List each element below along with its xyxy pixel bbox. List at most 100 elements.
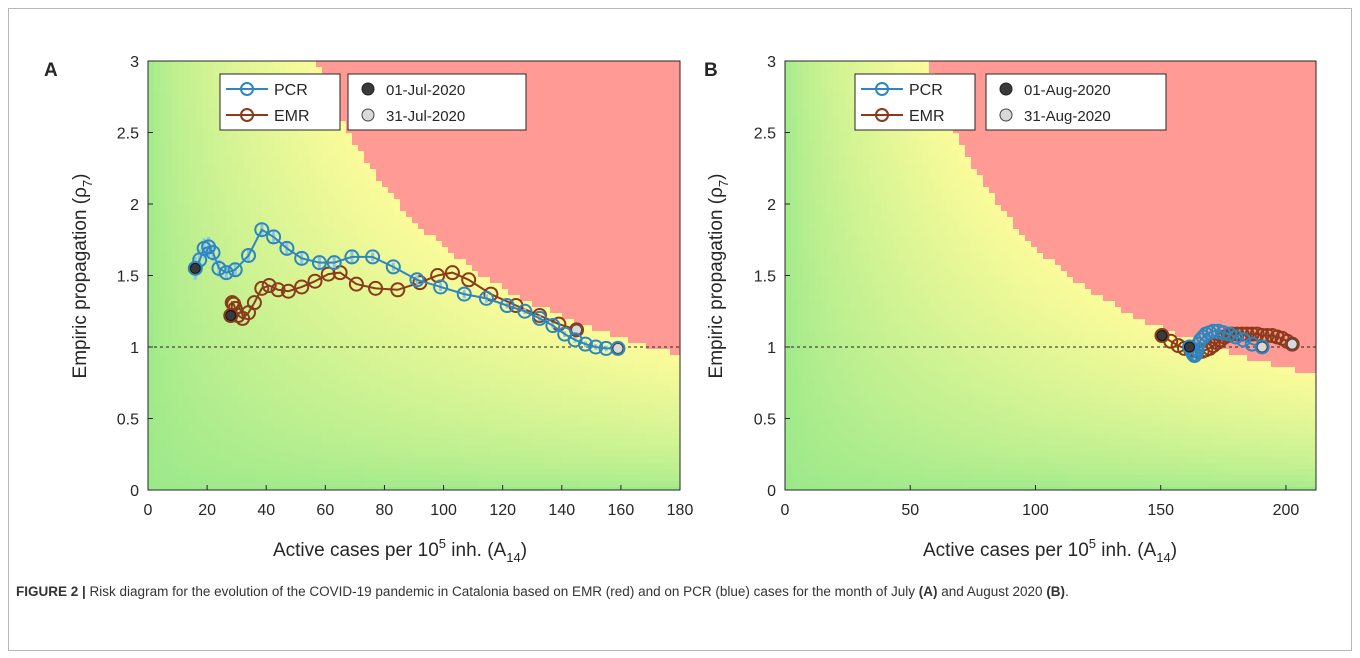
legend-dates-b: 01-Aug-2020 31-Aug-2020 xyxy=(985,73,1167,131)
x-tick-label: 100 xyxy=(1022,502,1049,519)
emr-point xyxy=(1163,333,1179,349)
pcr-point xyxy=(409,272,425,288)
emr-end-marker xyxy=(1286,338,1298,350)
axis-ticks-a: 0 20 40 60 80 100 120 140 160 180 0 0.5 1 1.5 2 2.5 3 xyxy=(117,54,694,519)
emr-point xyxy=(461,272,477,288)
pcr-point xyxy=(610,340,626,356)
pcr-point xyxy=(1235,332,1251,348)
x-tick-label: 100 xyxy=(430,502,457,519)
pcr-point xyxy=(588,339,604,355)
x-tick-label: 0 xyxy=(144,502,153,519)
pcr-point xyxy=(517,303,533,319)
pcr-point xyxy=(545,318,561,334)
x-tick-label: 180 xyxy=(667,502,694,519)
panel-label-a: A xyxy=(44,60,58,81)
y-axis-label-a: Empiric propagation (ρ7) xyxy=(70,174,95,379)
y-tick-label: 2.5 xyxy=(754,126,776,143)
pcr-start-marker xyxy=(189,262,201,274)
emr-point xyxy=(261,278,277,294)
legend-end-marker xyxy=(999,108,1013,122)
pcr-point xyxy=(433,279,449,295)
emr-point xyxy=(254,280,270,296)
x-tick-label: 0 xyxy=(781,502,790,519)
y-axis-label-b: Empiric propagation (ρ7) xyxy=(706,174,731,379)
pcr-point xyxy=(365,249,381,265)
emr-point xyxy=(368,280,384,296)
y-tick-label: 0.5 xyxy=(754,412,776,429)
pcr-point xyxy=(385,259,401,275)
legend-pcr-marker xyxy=(875,82,889,96)
legend-dates-a: 01-Jul-2020 31-Jul-2020 xyxy=(347,73,527,131)
pcr-point xyxy=(240,247,256,263)
caption-ref-b: (B) xyxy=(1046,584,1066,599)
pcr-point xyxy=(1228,329,1244,345)
figure-frame xyxy=(8,8,1352,651)
legend-pcr-marker xyxy=(240,82,254,96)
y-tick-label: 1 xyxy=(767,340,776,357)
legend-pcr-label: PCR xyxy=(909,82,943,99)
caption-ref-a: (A) xyxy=(918,584,938,599)
pcr-point xyxy=(532,310,548,326)
x-axis-label-b: Active cases per 105 inh. (A14) xyxy=(923,536,1177,565)
pcr-point xyxy=(187,260,203,276)
pcr-point xyxy=(205,245,221,261)
x-tick-label: 150 xyxy=(1147,502,1174,519)
emr-end-marker xyxy=(571,324,583,336)
pcr-point xyxy=(254,222,270,238)
plot-data-b xyxy=(785,323,1316,364)
emr-point xyxy=(280,283,296,299)
legend-end-date: 31-Jul-2020 xyxy=(386,108,465,125)
x-tick-label: 50 xyxy=(901,502,919,519)
caption-text-2: and August 2020 xyxy=(937,584,1047,599)
legend-emr-marker xyxy=(240,108,254,122)
legend-emr-label: EMR xyxy=(909,108,945,125)
emr-point xyxy=(270,282,286,298)
axis-ticks-b: 0 50 100 150 200 0 0.5 1 1.5 2 2.5 3 xyxy=(754,54,1300,519)
legend-pcr-label: PCR xyxy=(274,82,308,99)
x-tick-label: 80 xyxy=(376,502,394,519)
emr-point xyxy=(348,276,364,292)
legend-start-date: 01-Jul-2020 xyxy=(386,82,465,99)
caption-text-3: . xyxy=(1065,584,1069,599)
pcr-point xyxy=(326,255,342,271)
pcr-start-marker xyxy=(1184,341,1196,353)
emr-point xyxy=(1284,336,1300,352)
emr-series-line xyxy=(229,271,577,331)
x-tick-label: 200 xyxy=(1273,502,1300,519)
y-tick-label: 0 xyxy=(130,483,139,500)
emr-point xyxy=(307,273,323,289)
legend-series-a: PCR EMR xyxy=(219,73,341,131)
emr-start-marker xyxy=(225,310,237,322)
y-tick-label: 1.5 xyxy=(117,269,139,286)
y-tick-label: 1 xyxy=(130,340,139,357)
y-tick-label: 2 xyxy=(767,197,776,214)
pcr-point xyxy=(294,250,310,266)
emr-start-marker xyxy=(1156,330,1168,342)
x-tick-label: 120 xyxy=(489,502,516,519)
x-tick-label: 40 xyxy=(257,502,275,519)
legend-start-marker xyxy=(999,82,1013,96)
pcr-point xyxy=(456,286,472,302)
x-tick-label: 60 xyxy=(316,502,334,519)
pcr-point xyxy=(478,290,494,306)
caption-text-1: Risk diagram for the evolution of the CO… xyxy=(85,584,919,599)
pcr-point xyxy=(218,265,234,281)
pcr-point xyxy=(279,240,295,256)
y-tick-label: 2 xyxy=(130,197,139,214)
pcr-point xyxy=(1254,339,1270,355)
y-tick-label: 0 xyxy=(767,483,776,500)
y-tick-label: 1.5 xyxy=(754,269,776,286)
pcr-point xyxy=(344,249,360,265)
panel-label-b: B xyxy=(704,60,718,81)
legend-end-marker xyxy=(361,108,375,122)
pcr-point xyxy=(1205,323,1221,339)
caption-label: FIGURE 2 | xyxy=(16,584,86,599)
x-tick-label: 20 xyxy=(198,502,216,519)
legend-start-marker xyxy=(361,82,375,96)
pcr-point xyxy=(227,262,243,278)
x-tick-label: 160 xyxy=(608,502,635,519)
figure-caption: FIGURE 2 | Risk diagram for the evolutio… xyxy=(16,582,1336,602)
y-tick-label: 0.5 xyxy=(117,412,139,429)
pcr-point xyxy=(577,336,593,352)
